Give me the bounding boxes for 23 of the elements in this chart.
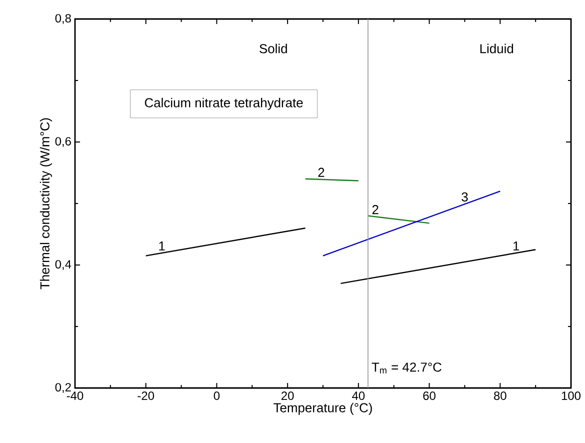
ref-line-label: T$_{m}$ = 42.7°C xyxy=(372,362,442,374)
x-tick-label: -40 xyxy=(66,392,84,400)
y-axis-title: Thermal conductivity (W/m°C) xyxy=(40,118,52,290)
annotation: Calcium nitrate tetrahydrate xyxy=(144,98,303,110)
series-label: 1 xyxy=(513,242,520,250)
series-label: 3 xyxy=(462,192,468,202)
y-tick-label: 0,4 xyxy=(55,260,72,270)
series-label: 1 xyxy=(159,242,165,250)
x-tick-label: -20 xyxy=(138,392,154,400)
x-axis-title: Temperature (°C) xyxy=(274,402,372,415)
series-label: 2 xyxy=(372,205,378,214)
x-tick-label: 20 xyxy=(282,392,294,400)
x-tick-label: 60 xyxy=(423,392,436,400)
y-tick-label: 0,6 xyxy=(55,137,71,147)
x-tick-label: 40 xyxy=(352,392,365,400)
annotation: Solid xyxy=(260,44,287,54)
x-tick-label: 100 xyxy=(562,392,581,400)
y-tick-label: 0,2 xyxy=(55,383,71,393)
annotation: Liduid xyxy=(480,44,514,54)
y-tick-label: 0,8 xyxy=(55,14,71,24)
x-tick-label: 80 xyxy=(494,392,506,400)
x-tick-label: 0 xyxy=(214,392,220,400)
series-label: 2 xyxy=(318,168,324,177)
